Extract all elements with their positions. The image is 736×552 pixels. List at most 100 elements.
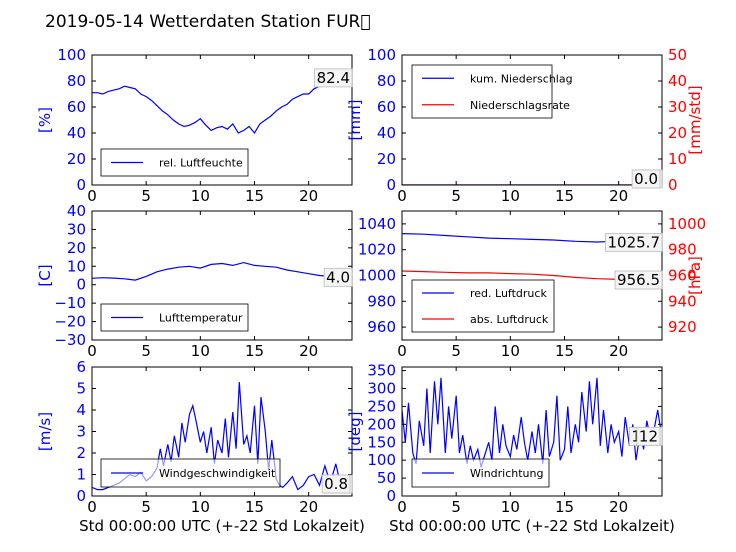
pressure-y-tick-label: 960 bbox=[367, 318, 396, 336]
temperature-x-tick-label: 20 bbox=[299, 342, 318, 360]
precipitation-y-tick-label: 80 bbox=[377, 72, 396, 90]
precipitation-y2-axis-label: [mm/std] bbox=[686, 85, 704, 154]
pressure-legend-box bbox=[411, 279, 555, 333]
wind-speed-y-tick-label: 2 bbox=[76, 444, 86, 462]
humidity-x-tick-label: 0 bbox=[87, 187, 97, 205]
humidity-latest-value: 82.4 bbox=[317, 69, 350, 87]
pressure-x-tick-label: 15 bbox=[555, 342, 574, 360]
temperature-chart: 0 5 10 15 20−30−20−10010203040[C]Lufttempera… bbox=[36, 202, 353, 360]
pressure-legend-label: red. Luftdruck bbox=[470, 287, 547, 300]
temperature-x-tick-label: 15 bbox=[245, 342, 264, 360]
temperature-y-tick-label: 30 bbox=[67, 220, 86, 238]
precipitation-chart: 0 5 10 15 20 0 20 40 60 80 100 0 10 20 30 40 50 [mm] [mm/s… bbox=[346, 46, 704, 205]
temperature-x-tick-label: 0 bbox=[87, 342, 97, 360]
humidity-x-tick-label: 10 bbox=[191, 187, 210, 205]
wind-speed-y-axis-label: [m/s] bbox=[36, 412, 54, 451]
precipitation-y-tick-label: 0 bbox=[386, 176, 396, 194]
wind-direction-y-tick-label: 300 bbox=[367, 380, 396, 398]
wind-speed-y-tick-label: 3 bbox=[76, 423, 86, 441]
wind-direction-x-tick-label: 15 bbox=[555, 498, 574, 516]
pressure-legend-label: abs. Luftdruck bbox=[470, 313, 549, 326]
wind-direction-y-tick-label: 200 bbox=[367, 415, 396, 433]
temperature-y-axis-label: [C] bbox=[36, 264, 54, 286]
humidity-y-tick-label: 0 bbox=[76, 176, 86, 194]
wind-speed-y-tick-label: 6 bbox=[76, 358, 86, 376]
temperature-y-tick-label: 40 bbox=[67, 202, 86, 220]
precipitation-y2-tick-label: 30 bbox=[668, 98, 687, 116]
pressure-y2-tick-label: 960 bbox=[668, 267, 697, 285]
wind-direction-y-tick-label: 50 bbox=[377, 469, 396, 487]
precipitation-y2-tick-label: 0 bbox=[668, 176, 678, 194]
precipitation-y-tick-label: 20 bbox=[377, 150, 396, 168]
wind-direction-x-tick-label: 20 bbox=[609, 498, 628, 516]
precipitation-y2-tick-label: 40 bbox=[668, 72, 687, 90]
precipitation-latest-value-2: 0.0 bbox=[634, 170, 658, 188]
temperature-legend-label: Lufttemperatur bbox=[159, 312, 243, 325]
humidity-chart: 0 5 10 15 20 0 20 40 60 80 100 [%] rel. Luftfeuchte 8… bbox=[36, 46, 353, 205]
temperature-y-tick-label: 0 bbox=[76, 276, 86, 294]
precipitation-x-tick-label: 10 bbox=[501, 187, 520, 205]
pressure-y-tick-label: 1040 bbox=[358, 215, 396, 233]
wind-direction-x-tick-label: 10 bbox=[501, 498, 520, 516]
precipitation-x-tick-label: 20 bbox=[609, 187, 628, 205]
temperature-y-tick-label: 20 bbox=[67, 239, 86, 257]
humidity-y-tick-label: 20 bbox=[67, 150, 86, 168]
precipitation-legend-box bbox=[411, 64, 553, 119]
pressure-x-tick-label: 10 bbox=[501, 342, 520, 360]
temperature-y-tick-label: 10 bbox=[67, 257, 86, 275]
precipitation-y2-tick-label: 10 bbox=[668, 150, 687, 168]
wind-speed-x-tick-label: 5 bbox=[141, 498, 151, 516]
wind-direction-y-tick-label: 350 bbox=[367, 362, 396, 380]
wind-direction-legend-label: Windrichtung bbox=[470, 467, 543, 480]
precipitation-y-tick-label: 40 bbox=[377, 124, 396, 142]
precipitation-legend-label: kum. Niederschlag bbox=[470, 72, 573, 85]
wind-speed-x-tick-label: 15 bbox=[245, 498, 264, 516]
wind-speed-y-tick-label: 0 bbox=[76, 487, 86, 505]
humidity-legend-label: rel. Luftfeuchte bbox=[159, 157, 243, 170]
pressure-y-tick-label: 980 bbox=[367, 292, 396, 310]
wind-speed-latest-value-2: 0.8 bbox=[324, 475, 348, 493]
precipitation-x-tick-label: 5 bbox=[451, 187, 461, 205]
pressure-y2-tick-label: 1000 bbox=[668, 215, 706, 233]
wind-speed-y-tick-label: 1 bbox=[76, 466, 86, 484]
pressure-x-tick-label: 0 bbox=[397, 342, 407, 360]
pressure-x-tick-label: 5 bbox=[451, 342, 461, 360]
humidity-y-axis-label: [%] bbox=[36, 107, 54, 133]
wind-direction-x-axis-label: Std 00:00:00 UTC (+-22 Std Lokalzeit) bbox=[389, 517, 675, 535]
pressure-latest-value: 1025.7 bbox=[608, 233, 661, 251]
temperature-x-tick-label: 5 bbox=[141, 342, 151, 360]
pressure-y-tick-label: 1020 bbox=[358, 241, 396, 259]
humidity-y-tick-label: 40 bbox=[67, 124, 86, 142]
precipitation-x-tick-label: 15 bbox=[555, 187, 574, 205]
wind-speed-x-tick-label: 20 bbox=[299, 498, 318, 516]
temperature-x-tick-label: 10 bbox=[191, 342, 210, 360]
wind-direction-series-line-0 bbox=[402, 377, 662, 468]
pressure-latest-value-2: 956.5 bbox=[617, 271, 660, 289]
humidity-x-tick-label: 15 bbox=[245, 187, 264, 205]
precipitation-legend-label: Niederschlagsrate bbox=[470, 99, 570, 112]
wind-speed-y-tick-label: 4 bbox=[76, 401, 86, 419]
figure-title: 2019-05-14 Wetterdaten Station FUR  bbox=[45, 12, 371, 32]
precipitation-x-tick-label: 0 bbox=[397, 187, 407, 205]
wind-speed-legend-label: Windgeschwindigkeit bbox=[159, 467, 276, 480]
pressure-y2-tick-label: 920 bbox=[668, 318, 697, 336]
humidity-y-tick-label: 100 bbox=[57, 46, 86, 64]
humidity-series-line-0 bbox=[92, 77, 352, 135]
wind-speed-x-tick-label: 0 bbox=[87, 498, 97, 516]
wind-direction-x-tick-label: 0 bbox=[397, 498, 407, 516]
precipitation-y-tick-label: 60 bbox=[377, 98, 396, 116]
wind-speed-x-tick-label: 10 bbox=[191, 498, 210, 516]
wind-direction-y-tick-label: 250 bbox=[367, 397, 396, 415]
wind-direction-y-tick-label: 150 bbox=[367, 433, 396, 451]
precipitation-axes-frame bbox=[401, 54, 663, 186]
temperature-series-line-0 bbox=[92, 261, 352, 281]
pressure-chart: 0 5 10 15 20 960 980 1000 1020 1040 920 940 960 980 10… bbox=[358, 210, 706, 360]
wind-direction-y-tick-label: 100 bbox=[367, 451, 396, 469]
temperature-y-tick-label: −20 bbox=[54, 313, 86, 331]
precipitation-y-axis-label: [mm] bbox=[346, 100, 364, 141]
precipitation-y2-tick-label: 20 bbox=[668, 124, 687, 142]
temperature-y-tick-label: −30 bbox=[54, 331, 86, 349]
